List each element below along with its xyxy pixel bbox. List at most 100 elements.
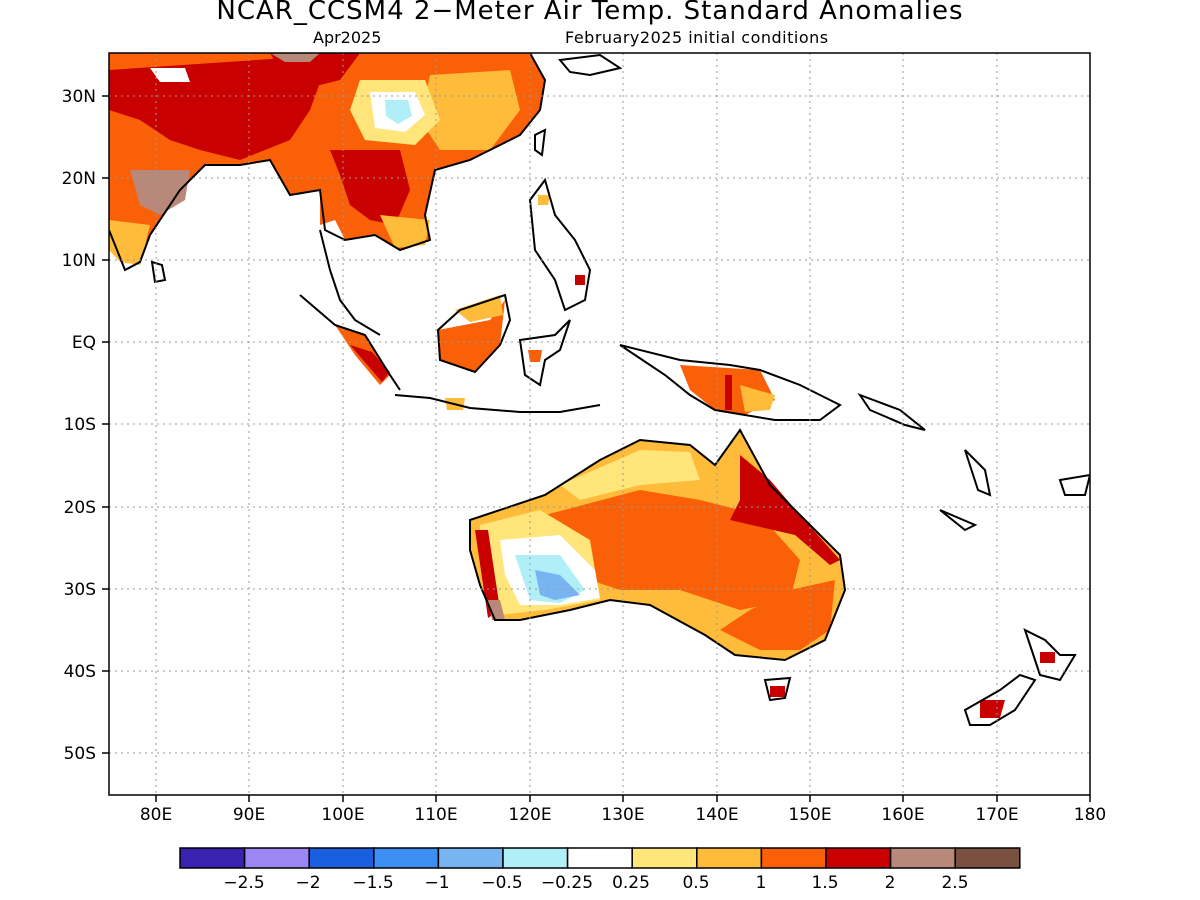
coast-vanuatu (964, 449, 992, 497)
lat-label: 20S (64, 498, 96, 518)
latitude-labels: 30N 20N 10N EQ 10S 20S 30S 40S 50S (62, 87, 96, 764)
coast-asia (109, 53, 547, 272)
colorbar-label: −1.5 (352, 873, 393, 893)
coastlines (109, 53, 1090, 726)
lon-label: 180 (1074, 805, 1106, 825)
lat-label: 30N (62, 87, 96, 107)
lat-label: 20N (62, 169, 96, 189)
colorbar-swatch (760, 847, 827, 869)
lat-label: 30S (64, 580, 96, 600)
borneo-anomaly (438, 300, 505, 372)
new-guinea-yellow (740, 385, 775, 412)
coast-new-guinea (619, 344, 842, 421)
colorbar-swatch (566, 847, 633, 869)
anomaly-fill (109, 53, 1055, 718)
coast-tasmania (763, 676, 792, 702)
lon-label: 100E (321, 805, 364, 825)
coast-nz-south (963, 673, 1037, 726)
lon-label: 120E (508, 805, 551, 825)
borneo-north-yellow (455, 295, 503, 322)
colorbar-label: −1 (424, 873, 449, 893)
tick-marks (102, 95, 1091, 802)
asia-red-tibet (270, 53, 360, 90)
colorbar-swatch (631, 847, 698, 869)
india-south (109, 220, 150, 265)
philippines-red (575, 275, 585, 285)
nz-south-red (980, 700, 1005, 718)
colorbar-labels: −2.5 −2 −1.5 −1 −0.5 −0.25 0.25 0.5 1 1.… (223, 873, 968, 893)
colorbar-label: −0.5 (481, 873, 522, 893)
coast-borneo (436, 293, 512, 374)
colorbar-label: −2.5 (223, 873, 264, 893)
coast-japan (558, 53, 623, 77)
coast-nz-north (1023, 628, 1077, 682)
colorbar-swatch (502, 847, 569, 869)
colorbar-label: 2 (885, 873, 896, 893)
colorbar-label: 1 (756, 873, 767, 893)
lon-label: 90E (233, 805, 265, 825)
coast-fiji (1058, 473, 1090, 496)
colorbar-swatch (889, 847, 956, 869)
colorbar-label: 1.5 (811, 873, 838, 893)
coast-new-caledonia (939, 509, 978, 532)
map-frame (108, 52, 1091, 796)
coast-australia (469, 428, 847, 662)
india-brown-patch (130, 170, 190, 215)
longitude-labels: 80E 90E 100E 110E 120E 130E 140E 150E 16… (140, 805, 1106, 825)
colorbar-swatch (373, 847, 440, 869)
colorbar-label: 0.25 (612, 873, 650, 893)
lon-label: 130E (601, 805, 644, 825)
gridlines (109, 53, 1090, 795)
coast-taiwan (534, 128, 547, 157)
lon-label: 170E (975, 805, 1018, 825)
asia-yellow-east (420, 70, 520, 150)
coast-philippines (528, 177, 592, 312)
lat-label: EQ (72, 333, 96, 353)
forecast-month: Apr2025 (313, 28, 382, 47)
coast-sulawesi (518, 319, 571, 387)
australia-east-red (730, 455, 840, 565)
colorbar-label: −0.25 (541, 873, 593, 893)
australia-west-coast-red (475, 530, 500, 618)
colorbar-swatch (308, 847, 375, 869)
colorbar-swatch (437, 847, 504, 869)
lat-label: 10S (64, 415, 96, 435)
coast-sri-lanka (150, 260, 167, 284)
coast-sumatra (299, 294, 401, 391)
coast-malay (319, 229, 381, 336)
lon-label: 150E (788, 805, 831, 825)
lon-label: 160E (881, 805, 924, 825)
new-guinea-red (725, 375, 732, 410)
colorbar-swatch (954, 847, 1021, 869)
lon-label: 80E (140, 805, 172, 825)
lat-label: 40S (64, 662, 96, 682)
indochina-red (330, 150, 410, 225)
australia-west-blue (535, 570, 580, 600)
sumatra-red (350, 345, 390, 382)
colorbar-swatch (179, 847, 246, 869)
indochina-yellow (380, 215, 430, 248)
colorbar-label: 2.5 (941, 873, 968, 893)
coast-java (394, 394, 601, 413)
australia-yellow-north (560, 450, 700, 500)
colorbar-label: 0.5 (682, 873, 709, 893)
nz-north-red (1040, 652, 1055, 663)
initial-conditions: February2025 initial conditions (565, 28, 829, 47)
colorbar-swatch (243, 847, 310, 869)
lon-label: 140E (695, 805, 738, 825)
colorbar-label: −2 (295, 873, 320, 893)
tasmania-red (770, 686, 785, 697)
colorbar-swatch (696, 847, 763, 869)
colorbar-legend (179, 847, 1021, 869)
asia-brown-patch (270, 53, 320, 62)
lat-label: 10N (62, 251, 96, 271)
philippines-yellow (538, 195, 550, 205)
coast-solomons (857, 392, 926, 431)
australia-se-orange (720, 580, 835, 650)
asia-cyan-spot (385, 100, 412, 124)
sulawesi-patch (528, 350, 542, 362)
lon-label: 110E (414, 805, 457, 825)
lat-label: 50S (64, 744, 96, 764)
asia-white-nw (150, 68, 190, 82)
